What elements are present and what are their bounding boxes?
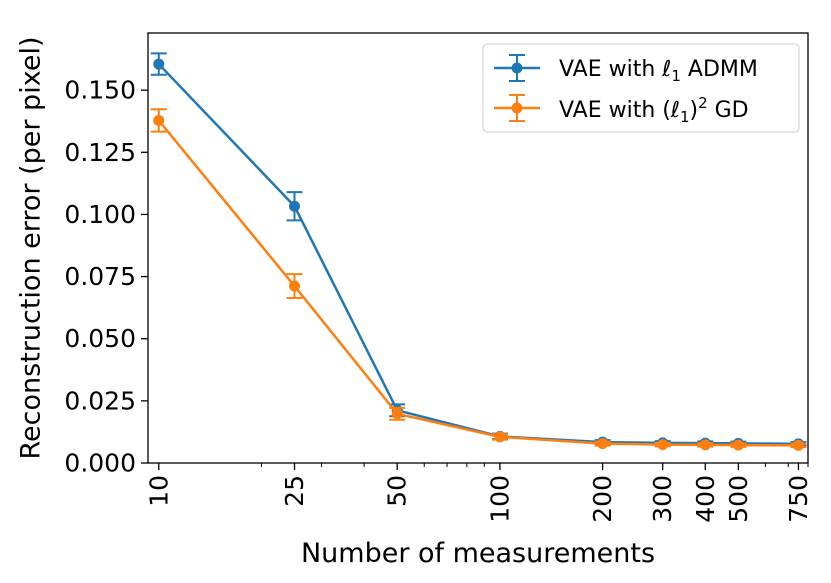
x-tick-label: 10	[144, 475, 173, 507]
y-tick-label: 0.025	[64, 386, 136, 415]
x-tick-label: 300	[648, 475, 677, 523]
y-tick-label: 0.150	[64, 76, 136, 105]
x-tick-label: 750	[784, 475, 813, 523]
data-point	[289, 200, 301, 212]
data-point	[657, 439, 669, 451]
legend: VAE with ℓ1 ADMM VAE with (ℓ1)2 GD	[482, 43, 800, 133]
y-tick-label: 0.125	[64, 138, 136, 167]
x-tick-label: 400	[691, 475, 720, 523]
data-point	[289, 280, 301, 292]
y-axis-label: Reconstruction error (per pixel)	[16, 37, 47, 460]
data-point	[699, 439, 711, 451]
legend-entry-orange: VAE with (ℓ1)2 GD	[494, 94, 749, 126]
x-tick-label: 25	[280, 475, 309, 507]
data-point	[153, 114, 165, 126]
data-point	[732, 439, 744, 451]
legend-marker-blue	[511, 62, 523, 74]
y-tick-label: 0.050	[64, 324, 136, 353]
legend-entry-blue: VAE with ℓ1 ADMM	[494, 54, 758, 85]
axes-frame	[147, 32, 809, 464]
y-axis: 0.000 0.025 0.050 0.075 0.100 0.125 0.150	[64, 76, 148, 478]
x-axis: 10 25 50 100 200 300 400 500 750	[144, 463, 813, 523]
legend-marker-orange	[511, 102, 523, 114]
series-orange	[150, 108, 807, 451]
legend-box	[482, 43, 800, 133]
x-minor-ticks	[260, 463, 809, 467]
legend-label-orange: VAE with (ℓ1)2 GD	[559, 94, 749, 126]
data-point	[597, 438, 609, 450]
x-tick-label: 100	[485, 475, 514, 523]
x-tick-label: 500	[724, 475, 753, 523]
legend-label-blue: VAE with ℓ1 ADMM	[559, 57, 758, 85]
x-tick-label: 200	[588, 475, 617, 523]
data-point	[391, 408, 403, 420]
y-tick-label: 0.000	[64, 449, 136, 478]
data-point	[792, 439, 804, 451]
x-tick-label: 50	[383, 475, 412, 507]
data-point	[153, 58, 165, 70]
y-tick-label: 0.100	[64, 200, 136, 229]
plot-area	[150, 52, 807, 451]
x-axis-label: Number of measurements	[301, 538, 655, 569]
data-point	[494, 431, 506, 443]
y-tick-label: 0.075	[64, 262, 136, 291]
